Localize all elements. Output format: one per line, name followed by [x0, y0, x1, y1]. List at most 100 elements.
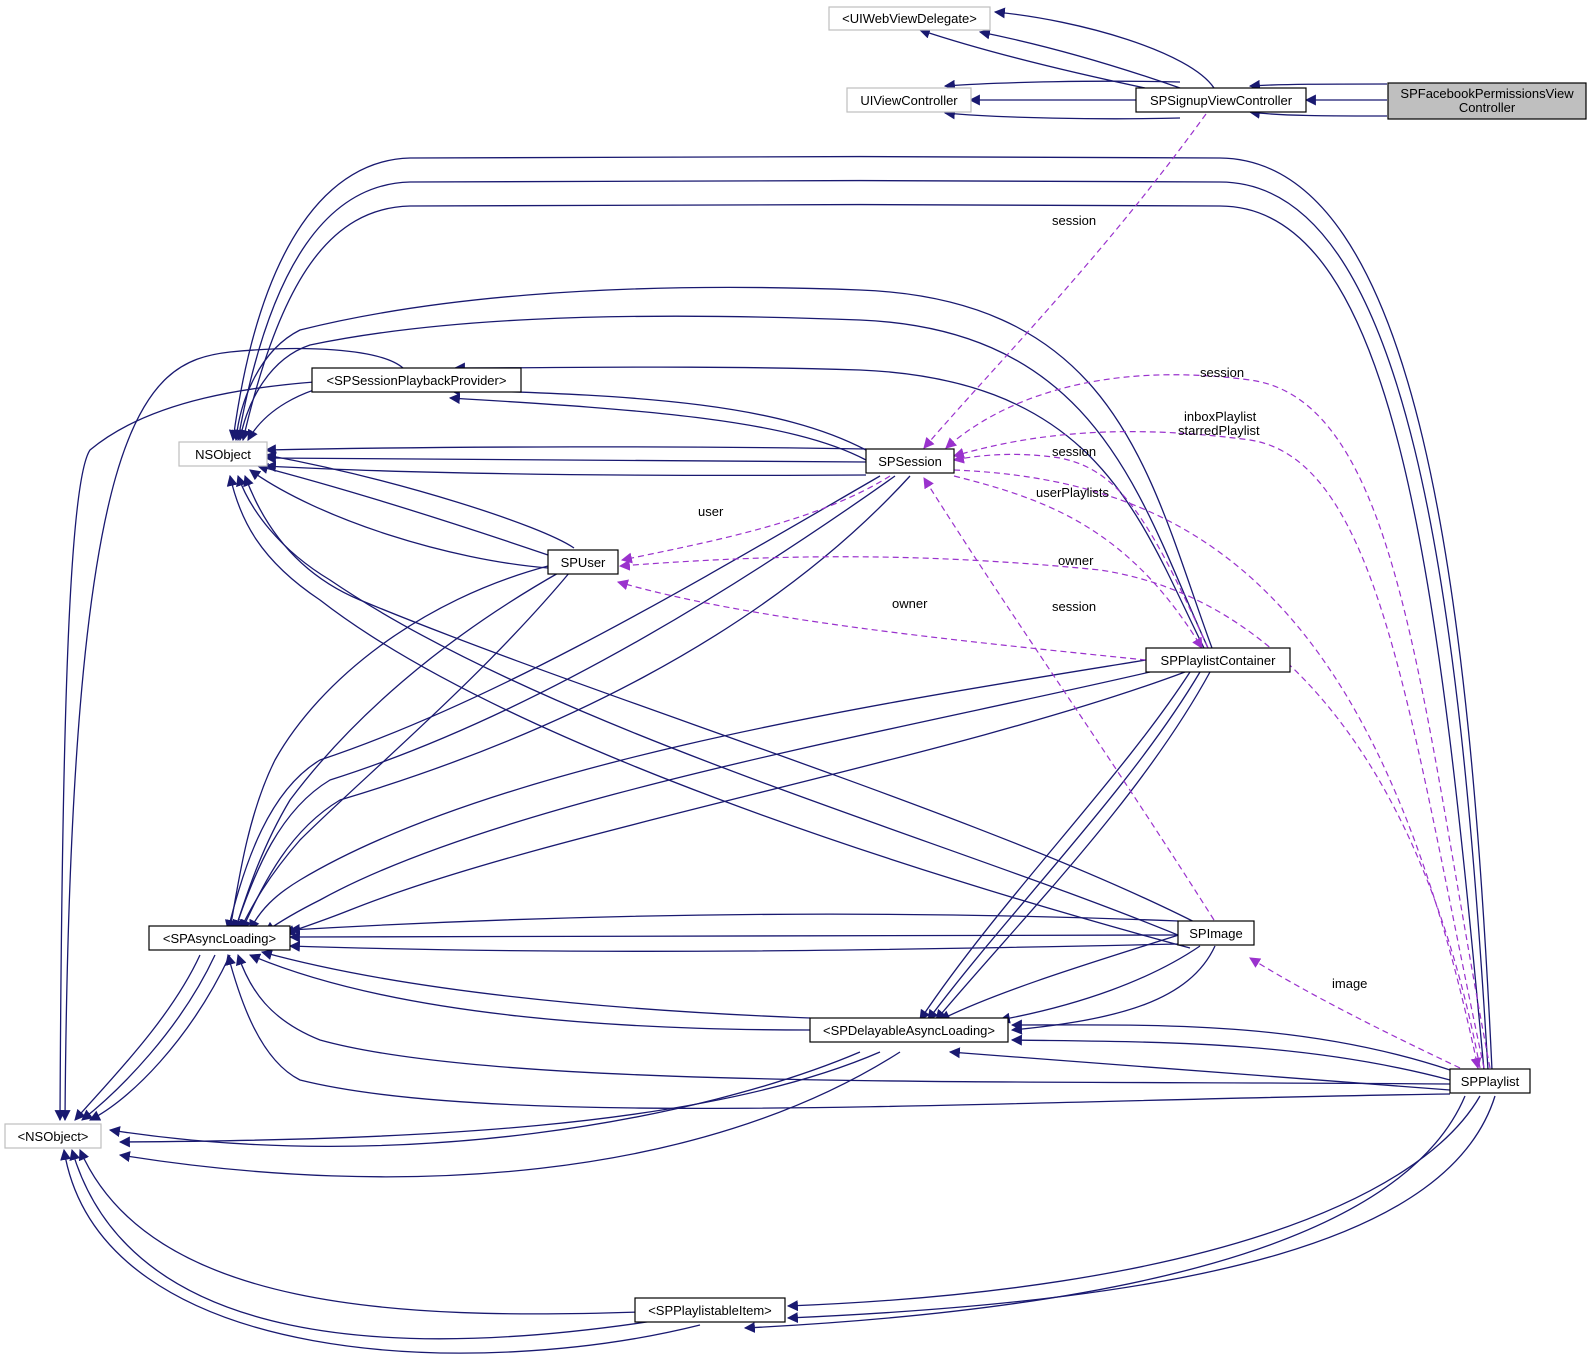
- node-spfacebookpermissionsviewcontroller[interactable]: SPFacebookPermissionsView Controller: [1387, 82, 1587, 120]
- edge-signup-session: [923, 113, 1207, 449]
- edge-label: owner: [892, 596, 928, 611]
- edge-container-nsobject-2: [236, 315, 1209, 649]
- edge-delayable-async-1: [260, 949, 811, 1019]
- edge-async-nsobjproto-3: [89, 954, 231, 1121]
- edge-session-playlist: [953, 469, 1482, 1070]
- edge-container-delayable-2: [927, 671, 1201, 1021]
- edge-session-async-3: [241, 475, 911, 931]
- inheritance-edges: [54, 7, 1496, 1354]
- node-label: SPSession: [878, 454, 942, 469]
- node-spsessionplaybackprovider[interactable]: <SPSessionPlaybackProvider>: [311, 367, 522, 393]
- node-label: <UIWebViewDelegate>: [842, 11, 977, 26]
- edge-image-delayable-1: [939, 932, 1186, 1021]
- edge-session-playback-1: [448, 384, 867, 451]
- edge-user-nsobject-3: [249, 469, 549, 569]
- edge-playlistable-nsobjproto-2: [69, 1148, 661, 1340]
- edge-session-nsobject-3: [264, 461, 867, 477]
- edge-signup-uivc-1: [943, 79, 1181, 91]
- edge-label: image: [1332, 976, 1367, 991]
- node-spsession[interactable]: SPSession: [865, 448, 955, 474]
- node-uiviewcontroller[interactable]: UIViewController: [846, 87, 972, 113]
- edge-container-delayable-3: [935, 671, 1211, 1021]
- edge-playlist-user: [618, 556, 1481, 1069]
- node-box: [1135, 87, 1307, 113]
- edge-image-async-2: [288, 931, 1179, 943]
- edge-playlist-nsobject-1: [228, 155, 1493, 1071]
- node-spplaylistableitem[interactable]: <SPPlaylistableItem>: [634, 1297, 786, 1323]
- node-spuser[interactable]: SPUser: [547, 549, 619, 575]
- edge-playlist-image: [1249, 957, 1461, 1069]
- node-spdelayableasyncloading[interactable]: <SPDelayableAsyncLoading>: [809, 1017, 1009, 1043]
- edge-label: session: [1052, 213, 1096, 228]
- edge-facebook-signup-3: [1248, 107, 1388, 119]
- edge-playlistable-nsobjproto-1: [78, 1148, 641, 1315]
- node-box: [634, 1297, 786, 1323]
- edge-session-async-1: [224, 475, 881, 932]
- edge-image-nsobject-3: [226, 474, 1191, 949]
- edge-container-session: [952, 452, 1209, 649]
- node-spasyncloading[interactable]: <SPAsyncLoading>: [148, 925, 291, 951]
- edge-label: user: [698, 504, 724, 519]
- edge-signup-webview-1: [993, 7, 1215, 89]
- usage-edges: [616, 113, 1491, 1070]
- node-label: <SPPlaylistableItem>: [648, 1303, 772, 1318]
- edge-playback-nsobjproto-1: [59, 347, 404, 1122]
- edge-container-playback: [453, 362, 1205, 649]
- node-label: SPUser: [561, 555, 606, 570]
- node-box: [547, 549, 619, 575]
- edge-label: starredPlaylist: [1178, 423, 1260, 438]
- node-label: <NSObject>: [18, 1129, 89, 1144]
- edge-playlist-delayable-1: [1010, 1019, 1451, 1071]
- node-spsignupviewcontroller[interactable]: SPSignupViewController: [1135, 87, 1307, 113]
- edge-playlist-playlistable-1: [786, 1095, 1481, 1312]
- node-spimage[interactable]: SPImage: [1177, 920, 1255, 946]
- edge-session-playback-2: [448, 393, 867, 461]
- edge-playlistable-nsobjproto-3: [60, 1148, 701, 1354]
- node-uiwebviewdelegate[interactable]: <UIWebViewDelegate>: [828, 6, 991, 31]
- node-label-line-2: Controller: [1459, 100, 1516, 115]
- edge-delayable-nsobjproto-1: [108, 1051, 861, 1148]
- node-nsobject-protocol[interactable]: <NSObject>: [4, 1123, 102, 1149]
- edge-container-delayable-1: [919, 671, 1191, 1021]
- edge-container-user: [616, 579, 1147, 661]
- edge-playlist-playlistable-3: [743, 1095, 1466, 1333]
- edge-user-nsobject-1: [264, 451, 575, 549]
- node-label-line-1: SPFacebookPermissionsView: [1400, 86, 1574, 101]
- edge-playlist-async-1: [236, 953, 1451, 1085]
- node-box: [4, 1123, 102, 1149]
- node-label: SPPlaylistContainer: [1161, 653, 1277, 668]
- edge-playlist-nsobject-2: [234, 179, 1489, 1071]
- edge-playlist-delayable-2: [1010, 1034, 1451, 1081]
- edge-playlist-session-2: [952, 431, 1485, 1069]
- edge-container-async-3: [283, 671, 1186, 936]
- edge-image-async-3: [288, 940, 1179, 952]
- edge-session-nsobject-2: [264, 452, 867, 464]
- edge-playback-nsobjproto-2: [54, 379, 346, 1122]
- node-box: [178, 441, 268, 467]
- node-label: SPSignupViewController: [1150, 93, 1293, 108]
- edge-playlist-delayable-3: [948, 1047, 1451, 1091]
- node-label: <SPDelayableAsyncLoading>: [823, 1023, 995, 1038]
- edge-label: owner: [1058, 553, 1094, 568]
- edge-label: session: [1052, 599, 1096, 614]
- edge-playlist-session-1: [945, 374, 1491, 1069]
- edge-signup-uivc-3: [943, 108, 1181, 120]
- node-spplaylistcontainer[interactable]: SPPlaylistContainer: [1145, 647, 1291, 673]
- node-spplaylist[interactable]: SPPlaylist: [1449, 1068, 1531, 1094]
- node-label: NSObject: [195, 447, 251, 462]
- node-box: [846, 87, 972, 113]
- edge-image-delayable-3: [1010, 945, 1216, 1035]
- edge-session-nsobject-1: [264, 444, 867, 456]
- edge-image-async-1: [288, 913, 1179, 935]
- edge-container-async-1: [249, 659, 1147, 931]
- edge-image-nsobject-1: [243, 474, 1211, 931]
- edge-async-nsobjproto-2: [81, 954, 216, 1121]
- node-box: [828, 6, 991, 31]
- node-box: [865, 448, 955, 474]
- edge-session-user: [620, 475, 891, 564]
- edge-image-session: [923, 477, 1215, 921]
- edge-container-async-2: [264, 671, 1151, 933]
- node-nsobject-class[interactable]: NSObject: [178, 441, 268, 467]
- edge-image-nsobject-2: [236, 474, 1191, 941]
- edge-signup-webview-2: [978, 28, 1181, 89]
